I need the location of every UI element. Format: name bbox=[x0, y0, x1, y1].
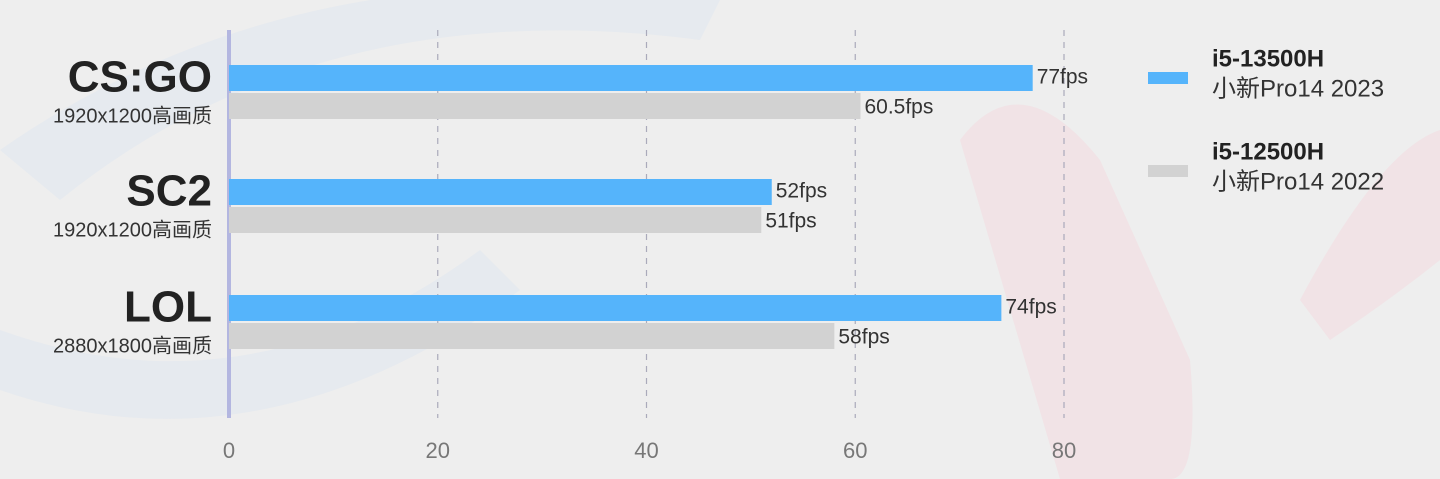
bar bbox=[229, 207, 762, 233]
value-label: 52fps bbox=[776, 180, 827, 203]
value-label: 51fps bbox=[765, 210, 816, 233]
x-tick-label: 40 bbox=[634, 438, 658, 463]
category-note: 2880x1800高画质 bbox=[53, 334, 212, 357]
category-label: CS:GO bbox=[68, 53, 212, 102]
bar bbox=[229, 295, 1002, 321]
x-tick-label: 80 bbox=[1052, 438, 1076, 463]
bar bbox=[229, 93, 861, 119]
x-tick-label: 60 bbox=[843, 438, 867, 463]
x-tick-label: 20 bbox=[426, 438, 450, 463]
category-note: 1920x1200高画质 bbox=[53, 104, 212, 127]
value-label: 74fps bbox=[1005, 296, 1056, 319]
category-label: SC2 bbox=[126, 167, 212, 216]
decor bbox=[0, 0, 720, 200]
value-label: 77fps bbox=[1037, 66, 1088, 89]
x-tick-label: 0 bbox=[223, 438, 235, 463]
bar bbox=[229, 65, 1033, 91]
category-label: LOL bbox=[124, 283, 212, 332]
legend-swatch bbox=[1148, 72, 1188, 84]
value-label: 58fps bbox=[838, 326, 889, 349]
bar bbox=[229, 323, 835, 349]
value-label: 60.5fps bbox=[864, 96, 933, 119]
decor bbox=[0, 250, 520, 419]
legend-device: 小新Pro14 2023 bbox=[1212, 75, 1384, 102]
category-note: 1920x1200高画质 bbox=[53, 218, 212, 241]
legend-swatch bbox=[1148, 165, 1188, 177]
legend-name: i5-13500H bbox=[1212, 45, 1324, 72]
legend-device: 小新Pro14 2022 bbox=[1212, 168, 1384, 195]
decor bbox=[960, 104, 1193, 479]
bar bbox=[229, 179, 772, 205]
legend-name: i5-12500H bbox=[1212, 138, 1324, 165]
decor bbox=[1300, 130, 1440, 340]
